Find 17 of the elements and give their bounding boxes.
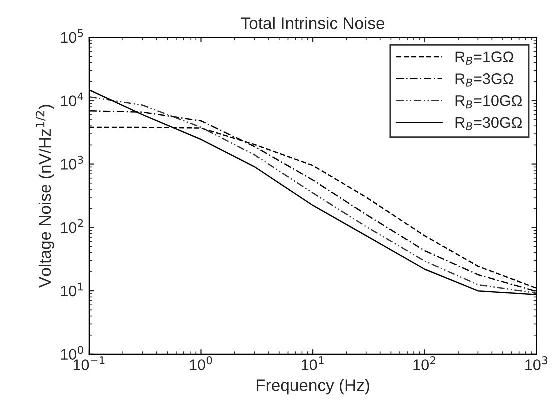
legend-label: R$_{B}$=1GΩ (456, 52, 514, 65)
x-axis-title: Frequency (Hz) (256, 379, 370, 395)
y-tick-label: 10$^{5}$ (61, 29, 84, 44)
y-tick-label: 10$^{2}$ (61, 219, 84, 234)
y-tick-label: 10$^{1}$ (61, 282, 84, 297)
legend-label: R$_{B}$=10GΩ (456, 95, 522, 109)
y-axis-title: Voltage Noise (nV/Hz$^{1/2}$) (36, 105, 54, 288)
legend-label: R$_{B}$=30GΩ (456, 117, 522, 130)
y-tick-label: 10$^{4}$ (61, 92, 84, 106)
y-tick-label: 10$^{3}$ (61, 156, 84, 170)
x-tick-label: 10$^{2}$ (414, 356, 436, 370)
x-tick-label: 10$^{1}$ (302, 356, 324, 370)
y-tick-label: 10$^{0}$ (61, 346, 84, 360)
x-tick-label: 10$^{0}$ (190, 356, 212, 370)
legend-label: R$_{B}$=3GΩ (456, 74, 514, 87)
x-tick-label: 10$^{3}$ (526, 356, 548, 370)
chart-title: Total Intrinsic Noise (241, 17, 385, 30)
